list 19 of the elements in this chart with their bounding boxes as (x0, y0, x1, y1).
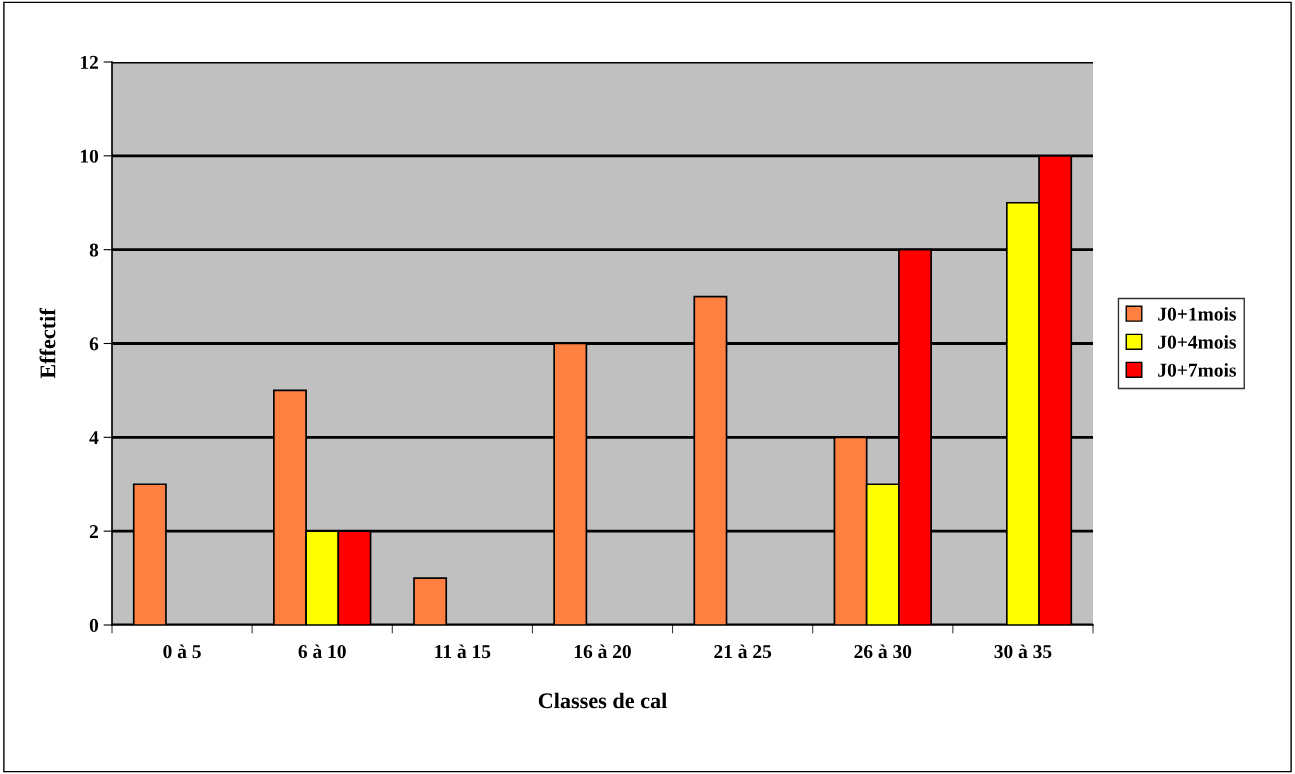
x-tick-label: 11 à 15 (435, 644, 491, 659)
legend-label: J0+4mois (1158, 335, 1236, 349)
y-tick-label: 2 (89, 525, 98, 538)
y-tick-label: 10 (80, 149, 99, 163)
y-tick-label: 4 (89, 431, 99, 445)
legend-label: J0+7mois (1158, 363, 1236, 377)
x-tick-label: 6 à 10 (298, 644, 346, 659)
y-tick-label: 0 (89, 618, 99, 632)
legend-label: J0+1mois (1158, 306, 1236, 321)
x-tick-label: 26 à 30 (854, 644, 912, 659)
y-tick-label: 8 (89, 243, 99, 257)
x-tick-label: 0 à 5 (163, 644, 201, 659)
y-tick-label: 12 (80, 55, 98, 69)
x-tick-label: 16 à 20 (574, 644, 631, 659)
x-axis-title: Classes de cal (538, 692, 667, 709)
x-tick-label: 21 à 25 (714, 644, 772, 659)
y-tick-label: 6 (89, 337, 99, 351)
y-axis-title: Effectif (39, 308, 56, 379)
x-tick-label: 30 à 35 (994, 644, 1052, 659)
